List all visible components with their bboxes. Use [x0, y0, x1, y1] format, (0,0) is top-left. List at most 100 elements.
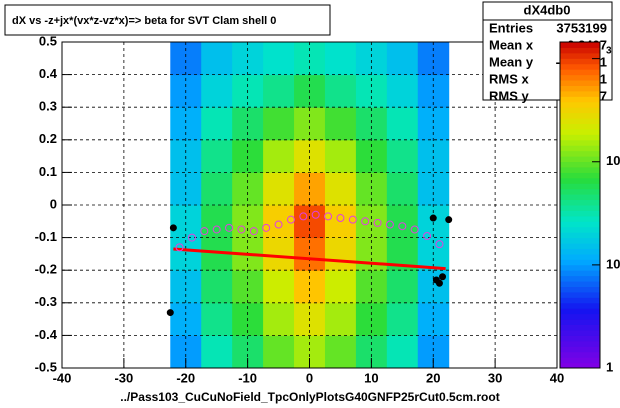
palette-band: [560, 205, 600, 211]
palette-band: [560, 275, 600, 282]
profile-point: [348, 215, 357, 224]
palette-band: [560, 237, 600, 244]
x-axis-label: ../Pass103_CuCuNoField_TpcOnlyPlotsG40GN…: [120, 390, 499, 404]
heatmap-cell: [417, 42, 450, 76]
profile-point: [423, 231, 432, 240]
heatmap-cell: [263, 74, 295, 108]
palette-band: [560, 302, 600, 309]
palette-band: [560, 281, 600, 287]
heatmap-cell: [386, 302, 419, 336]
profile-point: [262, 223, 271, 232]
palette-band: [560, 63, 600, 70]
y-tick-label: 0.5: [39, 33, 57, 48]
profile-point: [175, 243, 184, 252]
y-tick-label: 0: [50, 196, 57, 211]
palette-band: [560, 101, 600, 108]
chart-title: dX vs -z+jx*(vx*z-vz*x)=> beta for SVT C…: [12, 15, 276, 27]
heatmap-cell: [355, 270, 388, 304]
y-tick-label: -0.3: [35, 294, 57, 309]
outlier-point: [435, 279, 443, 287]
stats-label: RMS y: [489, 88, 530, 103]
heatmap-cell: [263, 302, 295, 336]
z-tick-label: 10: [606, 256, 620, 271]
profile-point: [200, 227, 209, 236]
palette-band: [560, 329, 600, 336]
palette-band: [560, 243, 600, 249]
palette-band: [560, 139, 600, 146]
heatmap-cell: [324, 42, 357, 76]
y-tick-label: 0.1: [39, 164, 57, 179]
outlier-point: [445, 216, 453, 224]
heatmap-cell: [294, 107, 326, 141]
palette-band: [560, 47, 600, 54]
heatmap-cell: [263, 42, 295, 76]
palette-band: [560, 161, 600, 168]
z-tick-label: 10: [606, 153, 620, 168]
heatmap-cell: [386, 74, 419, 108]
heatmap-cell: [201, 139, 233, 173]
z-tick-label: 1: [606, 359, 613, 374]
palette-band: [560, 362, 600, 369]
palette-band: [560, 58, 600, 65]
palette-band: [560, 74, 600, 81]
stats-label: Entries: [489, 20, 533, 35]
outlier-point: [439, 273, 447, 281]
heatmap-cell: [170, 205, 202, 239]
heatmap-cell: [324, 335, 357, 369]
heatmap-cell: [324, 237, 357, 271]
palette-band: [560, 172, 600, 179]
heatmap-cell: [324, 107, 357, 141]
heatmap-cell: [170, 107, 202, 141]
palette-band: [560, 107, 600, 114]
palette-band: [560, 166, 600, 173]
heatmap-cell: [294, 42, 326, 76]
heatmap-cell: [386, 270, 419, 304]
profile-point: [373, 218, 382, 227]
profile-point: [385, 220, 394, 229]
palette-band: [560, 134, 600, 141]
profile-point: [225, 223, 234, 232]
profile-point: [249, 227, 258, 236]
palette-band: [560, 286, 600, 293]
palette-band: [560, 221, 600, 228]
heatmap-cell: [355, 42, 388, 76]
y-tick-label: 0.3: [39, 99, 57, 114]
palette-band: [560, 297, 600, 304]
stats-value: 3753199: [556, 20, 607, 35]
palette-band: [560, 264, 600, 271]
palette-band: [560, 85, 600, 92]
x-tick-label: 10: [364, 370, 378, 385]
palette-band: [560, 199, 600, 206]
palette-band: [560, 210, 600, 217]
profile-point: [435, 240, 444, 249]
y-tick-label: -0.2: [35, 262, 57, 277]
heatmap-cell: [201, 302, 233, 336]
palette-band: [560, 308, 600, 315]
palette-band: [560, 128, 600, 135]
stats-label: Mean x: [489, 37, 534, 52]
palette-band: [560, 324, 600, 331]
y-tick-label: -0.4: [35, 327, 58, 342]
palette-band: [560, 226, 600, 233]
heatmap-cell: [263, 237, 295, 271]
heatmap-cell: [201, 172, 233, 206]
palette-band: [560, 270, 600, 277]
heatmap-cell: [201, 42, 233, 76]
heatmap-cell: [324, 139, 357, 173]
palette-band: [560, 291, 600, 298]
profile-point: [299, 212, 308, 221]
palette-band: [560, 215, 600, 222]
heatmap-cell: [355, 205, 388, 239]
profile-point: [398, 222, 407, 231]
heatmap-cell: [263, 270, 295, 304]
stats-label: Mean y: [489, 54, 534, 69]
palette-band: [560, 156, 600, 163]
heatmap-cell: [232, 270, 264, 304]
palette-band: [560, 319, 600, 326]
palette-band: [560, 351, 600, 358]
palette-band: [560, 90, 600, 97]
heatmap-cell: [201, 270, 233, 304]
heatmap-cell: [324, 302, 357, 336]
profile-point: [361, 217, 370, 226]
